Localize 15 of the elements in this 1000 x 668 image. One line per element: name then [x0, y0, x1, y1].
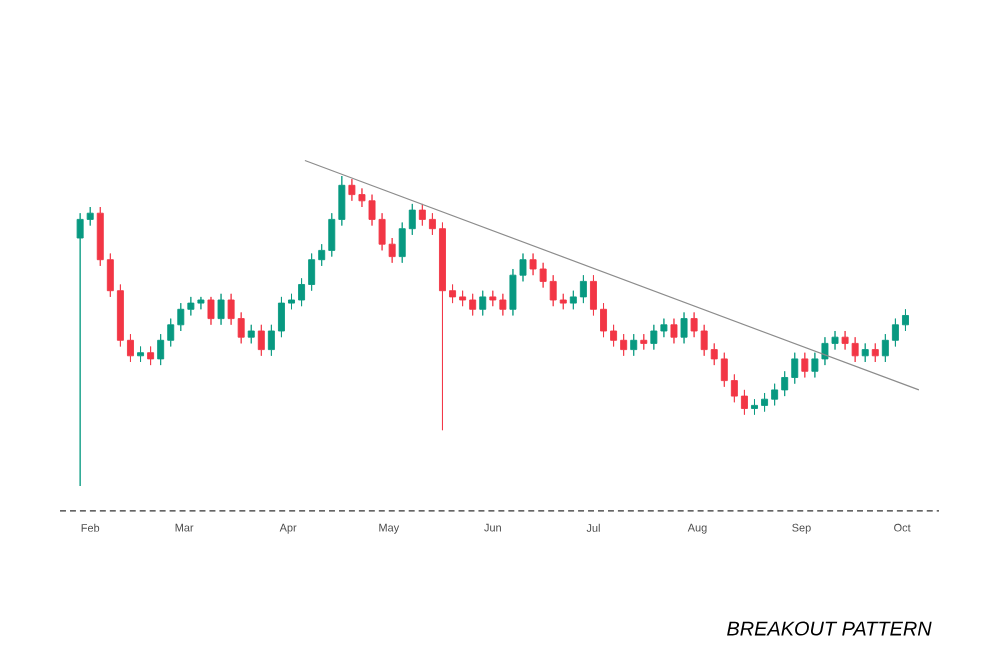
candlestick	[640, 333, 648, 351]
candlestick	[257, 324, 265, 357]
candlestick	[479, 290, 487, 316]
candlestick	[147, 346, 155, 366]
candlestick	[680, 311, 688, 344]
candlestick	[861, 342, 869, 363]
candlestick	[871, 342, 879, 363]
candlestick	[217, 293, 225, 326]
candlestick	[630, 333, 638, 357]
candlestick	[137, 346, 144, 363]
candlestick	[801, 352, 809, 378]
candlestick	[247, 324, 255, 344]
candlestick	[670, 318, 678, 344]
text: BREAKOUT PATTERN	[727, 621, 932, 636]
candlestick	[207, 296, 215, 326]
